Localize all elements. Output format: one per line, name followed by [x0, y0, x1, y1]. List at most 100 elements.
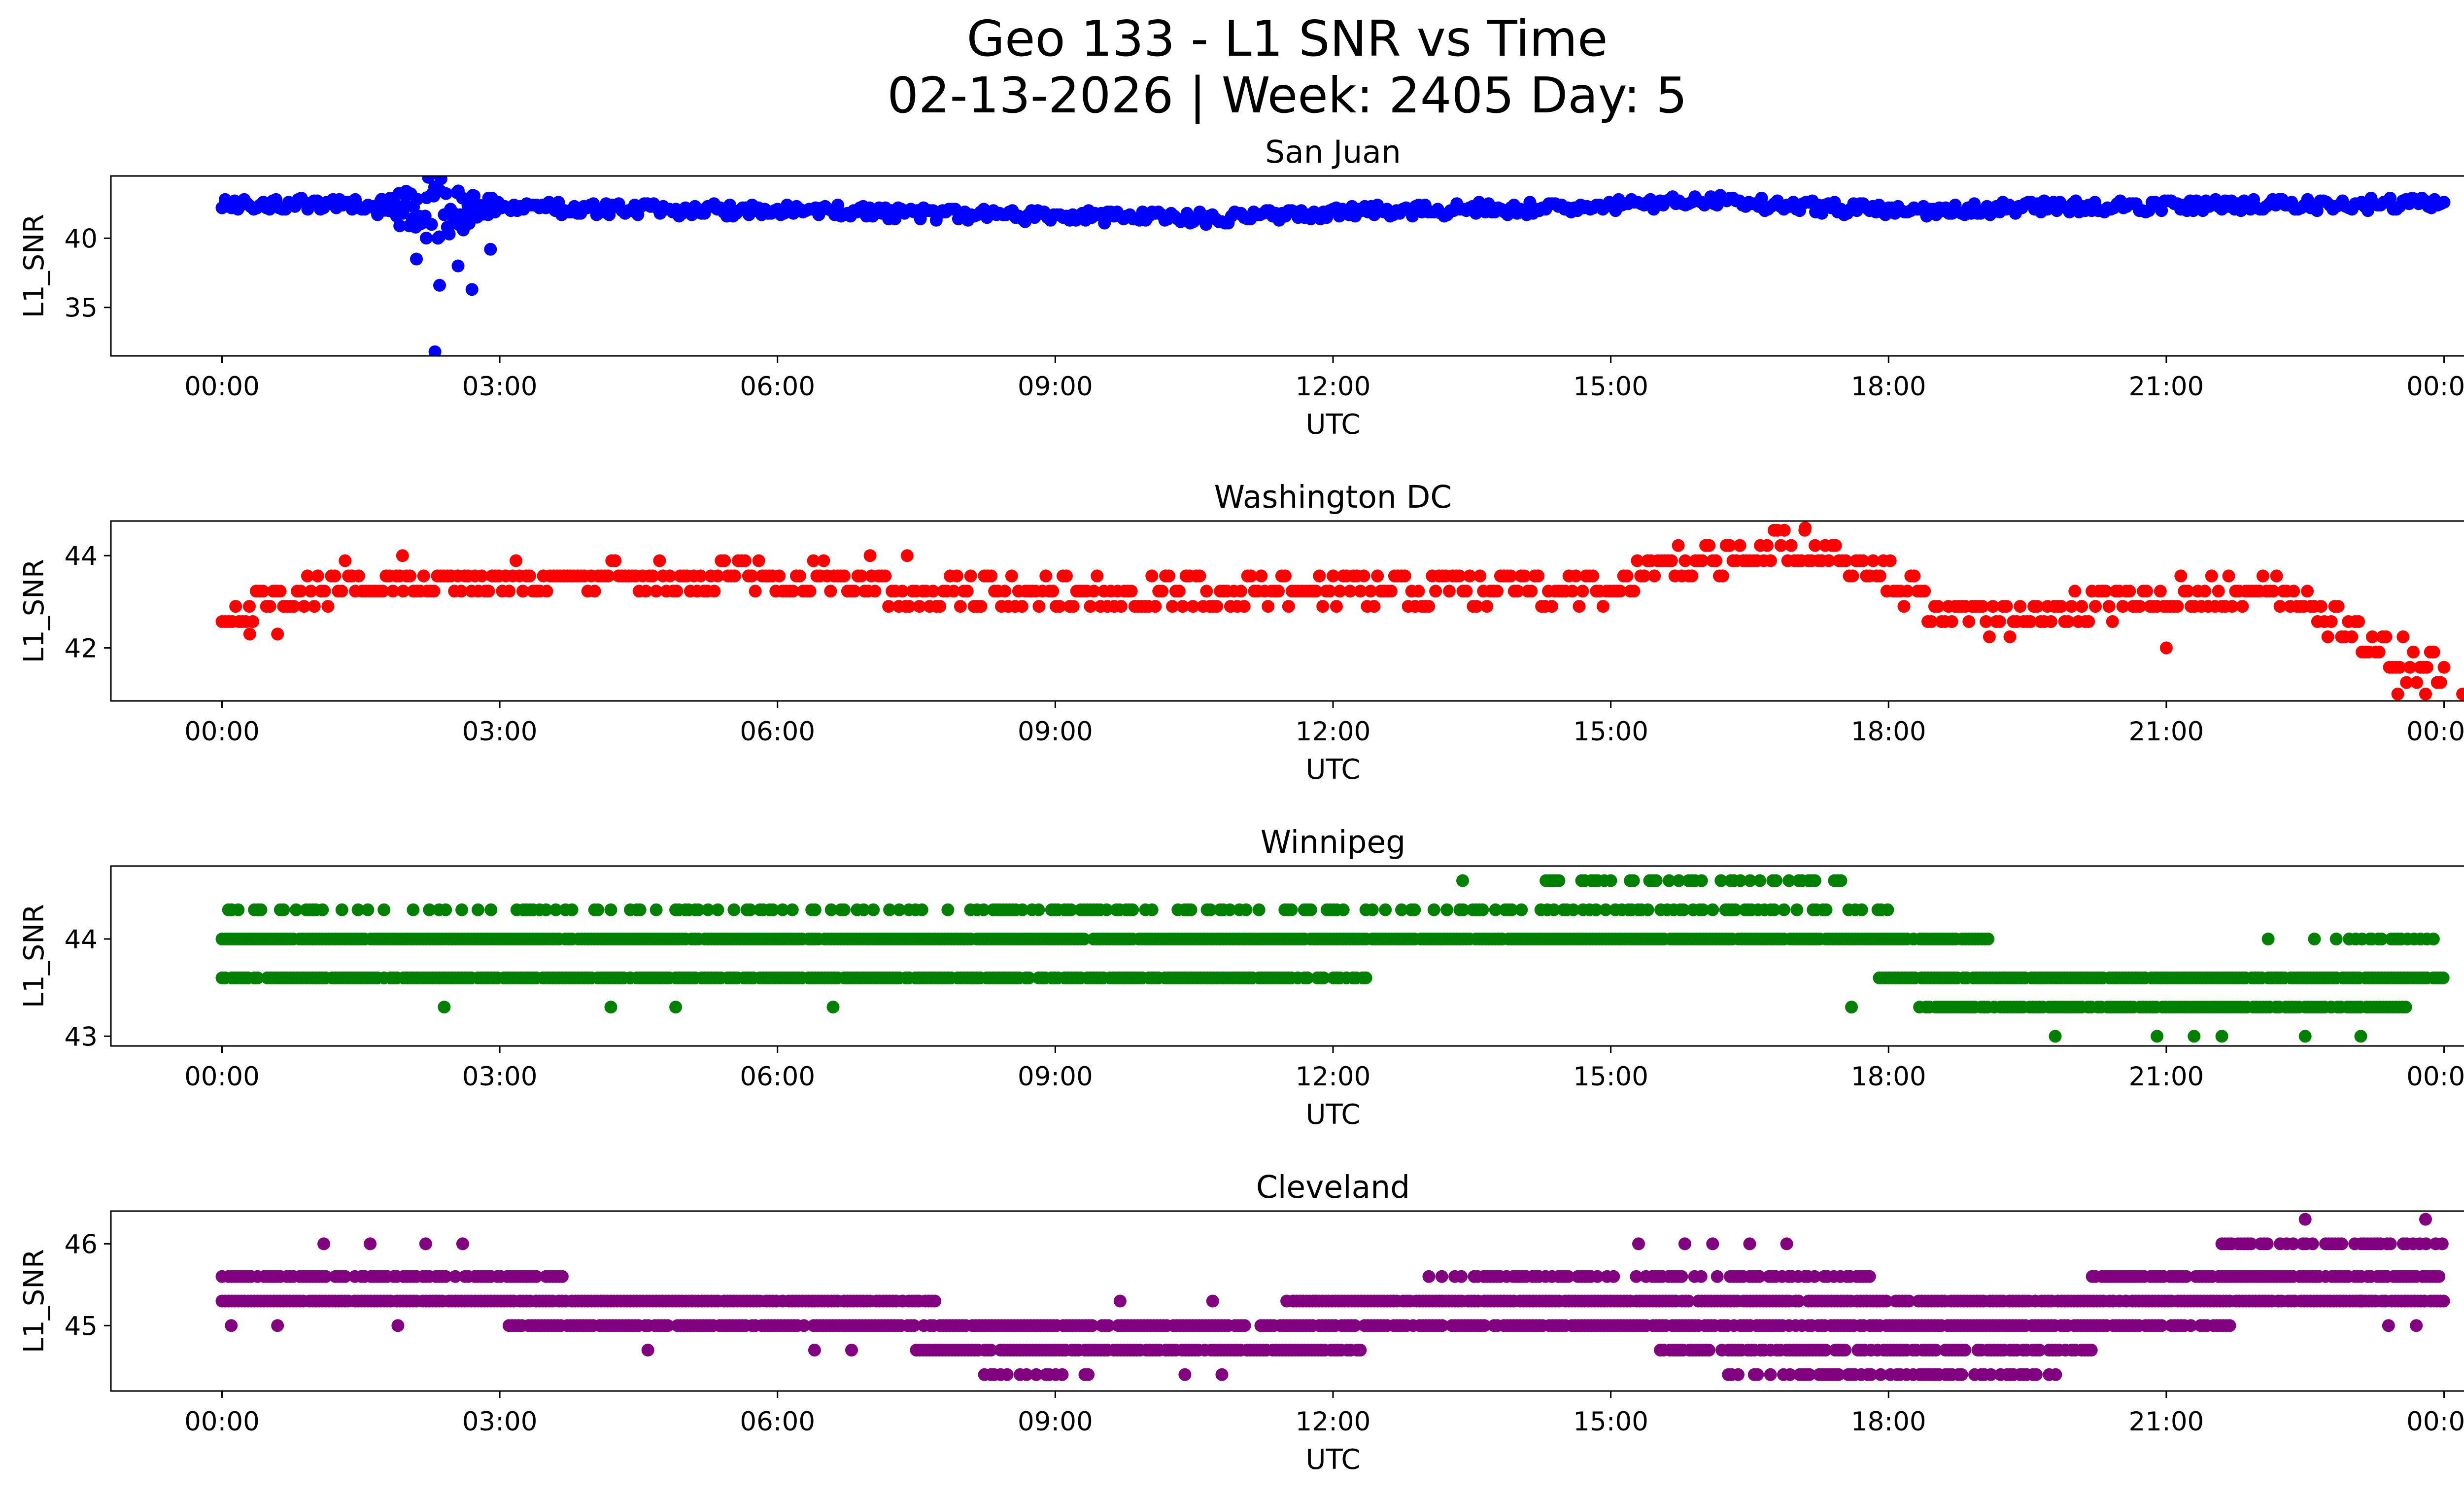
- data-point: [277, 903, 290, 916]
- data-point: [941, 903, 955, 916]
- data-point: [2174, 569, 2188, 583]
- data-point: [2054, 600, 2068, 613]
- data-point: [1783, 1368, 1797, 1381]
- data-point: [1604, 874, 1617, 887]
- data-point: [439, 1270, 452, 1283]
- data-point: [1607, 1270, 1620, 1283]
- x-tick-label: 00:00: [2406, 717, 2464, 747]
- data-point: [1986, 600, 1999, 613]
- data-point: [1902, 1294, 1916, 1308]
- data-point: [1371, 569, 1384, 583]
- data-point: [1489, 903, 1502, 916]
- data-point: [484, 903, 498, 916]
- data-point: [1186, 600, 1199, 613]
- data-point: [420, 232, 433, 244]
- data-point: [1206, 1294, 1219, 1308]
- data-point: [883, 903, 896, 916]
- data-point: [361, 903, 375, 916]
- data-point: [985, 569, 998, 583]
- data-point: [530, 1270, 543, 1283]
- data-point: [2029, 1368, 2043, 1381]
- y-tick-label: 46: [65, 1229, 98, 1259]
- data-point: [482, 585, 495, 598]
- data-point: [1184, 903, 1198, 916]
- data-point: [1839, 554, 1852, 567]
- data-point: [1364, 585, 1377, 598]
- axes-frame: [110, 175, 2464, 357]
- data-point: [855, 569, 868, 583]
- data-point: [1641, 903, 1654, 916]
- data-point: [1215, 1368, 1229, 1381]
- data-point: [466, 189, 479, 202]
- data-point: [2298, 1213, 2312, 1226]
- data-point: [2375, 933, 2388, 945]
- axes-frame: [110, 1210, 2464, 1392]
- x-tick-label: 15:00: [1573, 1062, 1648, 1092]
- data-point: [2314, 600, 2327, 613]
- data-point: [397, 585, 410, 598]
- data-point: [2049, 1368, 2062, 1381]
- data-point: [1204, 903, 1217, 916]
- data-point: [2419, 1213, 2432, 1226]
- data-point: [1901, 585, 1914, 598]
- data-point: [964, 569, 977, 583]
- data-point: [1976, 600, 1989, 613]
- data-point: [391, 1319, 405, 1332]
- panel-2: Washington DC L1_SNR UTC 00:00 03:00 06:00 09:…: [18, 479, 2464, 786]
- data-point: [2419, 688, 2432, 700]
- data-point: [1244, 569, 1258, 583]
- data-point: [1125, 585, 1138, 598]
- data-point: [396, 549, 409, 562]
- y-tick-label: 44: [65, 541, 98, 571]
- data-point: [475, 569, 488, 583]
- data-point: [1234, 585, 1247, 598]
- x-tick-label: 06:00: [740, 372, 815, 402]
- x-tick-label: 15:00: [1573, 717, 1648, 747]
- x-tick-label: 00:00: [184, 1407, 260, 1437]
- data-point: [1591, 1270, 1604, 1283]
- data-point: [831, 199, 845, 211]
- data-point: [895, 585, 909, 598]
- data-point: [817, 554, 830, 567]
- data-point: [1597, 600, 1609, 613]
- data-point: [456, 1237, 469, 1251]
- data-point: [1799, 522, 1812, 534]
- x-tick-label: 15:00: [1573, 372, 1648, 402]
- y-tick-label: 43: [65, 1022, 98, 1052]
- data-point: [1330, 600, 1343, 613]
- x-tick-label: 03:00: [462, 717, 538, 747]
- data-point: [786, 585, 799, 598]
- data-point: [2437, 196, 2451, 209]
- data-point: [1029, 1368, 1043, 1381]
- data-point: [2372, 645, 2386, 659]
- data-point: [928, 1294, 942, 1308]
- data-point: [915, 903, 928, 916]
- data-point: [263, 600, 276, 613]
- data-points: [215, 522, 2464, 700]
- data-point: [2396, 630, 2410, 643]
- data-point: [1005, 569, 1018, 583]
- data-point: [1384, 585, 1398, 598]
- data-point: [2099, 585, 2112, 598]
- data-point: [708, 585, 721, 598]
- y-tick-label: 40: [65, 224, 98, 254]
- data-point: [289, 903, 303, 916]
- data-point: [376, 585, 389, 598]
- data-point: [1864, 1368, 1878, 1381]
- x-tick-label: 21:00: [2129, 372, 2204, 402]
- y-axis-label: L1_SNR: [18, 214, 50, 318]
- data-point: [1015, 600, 1028, 613]
- data-point: [1476, 903, 1489, 916]
- data-point: [1855, 903, 1868, 916]
- data-point: [1682, 1294, 1695, 1308]
- data-point: [1427, 903, 1440, 916]
- data-point: [1359, 971, 1372, 984]
- data-point: [1897, 600, 1911, 613]
- data-point: [1091, 569, 1104, 583]
- data-point: [1696, 903, 1710, 916]
- data-point: [954, 600, 967, 613]
- data-point: [867, 903, 880, 916]
- x-tick-label: 15:00: [1573, 1407, 1648, 1437]
- data-point: [1982, 933, 1995, 945]
- data-point: [439, 187, 452, 200]
